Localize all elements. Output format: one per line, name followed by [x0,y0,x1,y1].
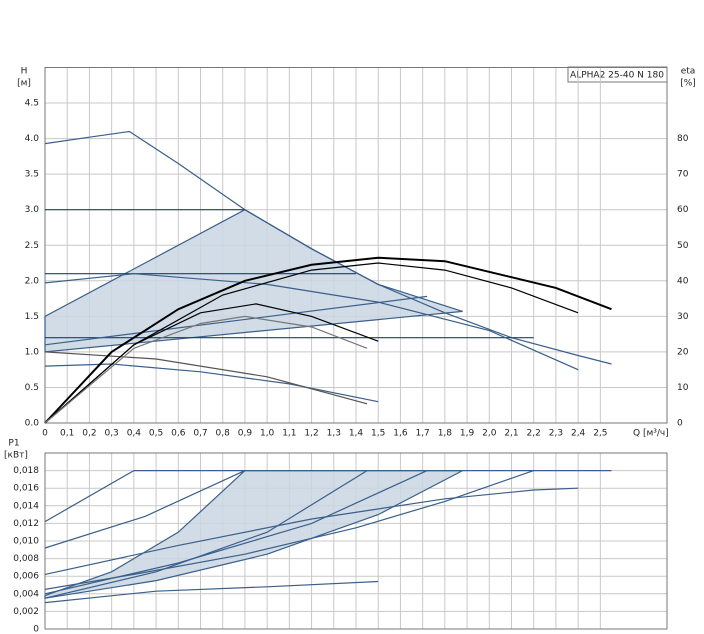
y-tick-label: 0.5 [25,383,39,393]
y2-tick-label: 0 [677,419,683,429]
x-tick-label: 1,5 [371,429,385,439]
x-tick-label: 1,7 [415,429,429,439]
curve [44,351,368,405]
y-tick-label: 0,014 [13,501,39,511]
x-tick-label: 0,3 [104,429,118,439]
y-tick-label: 1.0 [25,347,40,357]
curve [44,470,368,599]
x-tick-label: 0,8 [216,429,231,439]
x-tick-label: 1,0 [260,429,275,439]
x-tick-label: 1,9 [460,429,475,439]
x-tick-label: 0,4 [127,429,142,439]
y-tick-label: 0,006 [13,572,39,582]
y2-tick-label: 70 [677,170,689,180]
y-tick-label: 4.0 [25,134,40,144]
y-tick-label: 3.0 [25,205,40,215]
y2-tick-label: 80 [677,134,689,144]
y-axis-label: P1 [8,439,19,449]
y-tick-label: 1.5 [25,312,39,322]
x-tick-label: 2,5 [593,429,607,439]
curve [44,315,368,424]
y-axis-unit: [м] [17,79,31,89]
plot-frame [44,452,668,630]
y-tick-label: 0,018 [13,466,39,476]
x-tick-label: 2,4 [571,429,586,439]
curve [44,363,379,403]
curve [44,470,534,590]
y-tick-label: 0,012 [13,519,39,529]
y-axis-label: H [21,67,28,77]
y2-tick-label: 30 [677,312,689,322]
curve [44,470,246,549]
y2-axis-label: eta [681,67,696,77]
y-tick-label: 0,002 [13,607,39,617]
chart-title: ALPHA2 25-40 N 180 [570,71,664,81]
y-tick-label: 0,004 [13,589,39,599]
x-tick-label: 2,2 [527,429,541,439]
y-tick-label: 0 [33,625,39,634]
curve [44,273,579,371]
y-tick-label: 0.0 [25,419,40,429]
x-tick-label: 1,1 [282,429,296,439]
y-axis-unit: [кВт] [4,451,28,461]
y-tick-label: 0,010 [13,537,39,547]
x-tick-label: 0 [42,429,48,439]
x-tick-label: 1,8 [438,429,453,439]
y2-tick-label: 50 [677,241,689,251]
x-tick-label: 0,7 [193,429,207,439]
y2-tick-label: 60 [677,205,689,215]
x-tick-label: 1,3 [327,429,341,439]
y2-tick-label: 20 [677,347,689,357]
curve [44,256,612,424]
y-tick-label: 4.5 [25,99,39,109]
plot: 0 0,002 0,004 0,006 0,008 0,010 0,012 0,014 0,01… [13,452,668,634]
plot: 0 0,1 0,2 0,3 0,4 0,5 0,6 0,7 0,8 0,9 1,0 1,1 1,2 1,3… [25,67,689,439]
x-tick-label: 2,0 [482,429,497,439]
curve [44,262,579,424]
y-tick-label: 0,016 [13,484,39,494]
x-tick-label: 0,5 [149,429,163,439]
x-tick-label: 2,1 [504,429,518,439]
y-tick-label: 3.5 [25,170,39,180]
curve [44,470,135,523]
curve [44,487,579,575]
curve [44,303,379,424]
plot-frame [44,67,668,424]
x-tick-label: 1,2 [304,429,318,439]
x-tick-label: 0,1 [60,429,74,439]
x-tick-label: 1,4 [349,429,364,439]
curve [44,295,428,346]
x-tick-label: 0,2 [82,429,96,439]
y2-axis-unit: [%] [680,79,696,89]
y-tick-label: 0,008 [13,554,39,564]
y-tick-label: 2.0 [25,276,40,286]
x-axis-label: Q [м³/ч] [633,429,669,439]
curve [44,580,379,604]
x-tick-label: 2,3 [549,429,563,439]
y2-tick-label: 40 [677,276,689,286]
x-tick-label: 0,6 [171,429,186,439]
y-tick-label: 2.5 [25,241,39,251]
y2-tick-label: 10 [677,383,689,393]
x-tick-label: 0,9 [238,429,253,439]
x-tick-label: 1,6 [393,429,408,439]
curve [44,130,612,365]
